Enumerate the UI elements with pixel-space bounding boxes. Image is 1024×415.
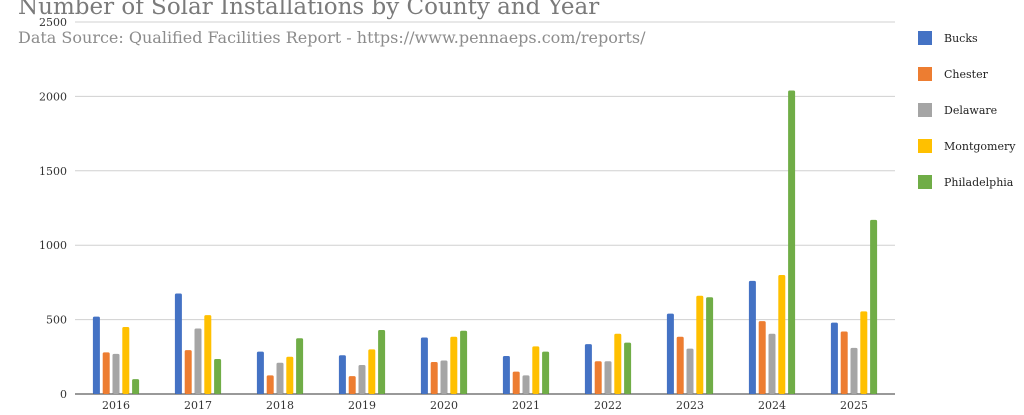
bar-montgomery-2019 (368, 349, 376, 394)
bar-bucks-2020 (420, 337, 428, 394)
bar-philadelphia-2021 (542, 351, 550, 394)
bar-delaware-2024 (768, 333, 776, 394)
y-axis-ticks: 0 500 1000 1500 2000 2500 (39, 16, 67, 401)
legend-label: Philadelphia (944, 175, 1014, 189)
x-tick-label: 2025 (840, 399, 868, 412)
y-tick-label: 2000 (39, 90, 67, 103)
bar-philadelphia-2024 (788, 90, 796, 394)
bar-delaware-2023 (686, 348, 694, 394)
bar-montgomery-2024 (778, 274, 786, 394)
legend-item-bucks: Bucks (918, 20, 1015, 56)
x-tick-label: 2022 (594, 399, 622, 412)
bar-chester-2020 (430, 362, 438, 394)
legend-swatch (918, 31, 932, 45)
bar-bucks-2017 (174, 293, 182, 394)
bar-chester-2019 (348, 376, 356, 394)
y-tick-label: 1000 (39, 239, 67, 252)
x-tick-label: 2019 (348, 399, 376, 412)
y-tick-label: 2500 (39, 16, 67, 29)
bars (92, 90, 878, 394)
bar-montgomery-2022 (614, 333, 622, 394)
bar-chester-2025 (840, 331, 848, 394)
legend-item-delaware: Delaware (918, 92, 1015, 128)
legend-label: Chester (944, 67, 988, 81)
bar-montgomery-2016 (122, 327, 130, 394)
legend-swatch (918, 103, 932, 117)
x-tick-label: 2016 (102, 399, 130, 412)
chart-subtitle: Data Source: Qualified Facilities Report… (18, 28, 646, 47)
bar-philadelphia-2025 (870, 219, 878, 394)
legend-swatch (918, 139, 932, 153)
bar-delaware-2018 (276, 362, 284, 394)
legend-item-chester: Chester (918, 56, 1015, 92)
bar-chester-2022 (594, 361, 602, 394)
bar-philadelphia-2020 (460, 330, 468, 394)
y-tick-label: 1500 (39, 165, 67, 178)
bar-bucks-2019 (338, 355, 346, 394)
grid-lines (75, 21, 895, 395)
chart-title: Number of Solar Installations by County … (18, 0, 600, 20)
bar-delaware-2016 (112, 353, 120, 394)
bar-delaware-2022 (604, 361, 612, 394)
bar-chester-2024 (758, 321, 766, 394)
bar-delaware-2017 (194, 328, 202, 394)
bar-bucks-2025 (830, 322, 838, 394)
bar-chester-2018 (266, 375, 274, 394)
bar-chester-2016 (102, 352, 110, 394)
bar-delaware-2020 (440, 360, 448, 394)
legend-label: Montgomery (944, 139, 1016, 153)
x-tick-label: 2024 (758, 399, 786, 412)
bar-philadelphia-2018 (296, 338, 304, 394)
bar-bucks-2024 (748, 280, 756, 394)
x-tick-label: 2021 (512, 399, 540, 412)
legend-swatch (918, 67, 932, 81)
bar-philadelphia-2019 (378, 330, 386, 394)
bar-chester-2023 (676, 336, 684, 394)
bar-philadelphia-2023 (706, 297, 714, 394)
bar-chester-2021 (512, 371, 520, 394)
x-tick-label: 2023 (676, 399, 704, 412)
bar-bucks-2018 (256, 351, 264, 394)
legend-label: Delaware (944, 103, 998, 117)
bar-delaware-2021 (522, 375, 530, 394)
bar-bucks-2021 (502, 356, 510, 394)
bar-montgomery-2023 (696, 295, 704, 394)
bar-bucks-2022 (584, 344, 592, 394)
legend-swatch (918, 175, 932, 189)
bar-bucks-2016 (92, 316, 100, 394)
legend-label: Bucks (944, 31, 978, 45)
bar-chester-2017 (184, 350, 192, 394)
legend-item-montgomery: Montgomery (918, 128, 1015, 164)
bar-montgomery-2020 (450, 336, 458, 394)
bar-delaware-2019 (358, 364, 366, 394)
bar-philadelphia-2017 (214, 359, 222, 394)
legend-item-philadelphia: Philadelphia (918, 164, 1015, 200)
x-tick-label: 2018 (266, 399, 294, 412)
x-axis-ticks: 2016 2017 2018 2019 2020 2021 2022 2023 2024 2025 (102, 399, 868, 412)
bar-montgomery-2018 (286, 356, 294, 394)
x-tick-label: 2020 (430, 399, 458, 412)
bar-philadelphia-2022 (624, 342, 632, 394)
y-tick-label: 0 (60, 388, 67, 401)
legend: Bucks Chester Delaware Montgomery Philadelph… (918, 20, 1015, 200)
bar-montgomery-2025 (860, 311, 868, 394)
bar-montgomery-2017 (204, 315, 212, 394)
x-tick-label: 2017 (184, 399, 212, 412)
bar-philadelphia-2016 (132, 379, 140, 394)
bar-montgomery-2021 (532, 346, 540, 394)
bar-bucks-2023 (666, 313, 674, 394)
y-tick-label: 500 (46, 314, 67, 327)
bar-delaware-2025 (850, 347, 858, 394)
